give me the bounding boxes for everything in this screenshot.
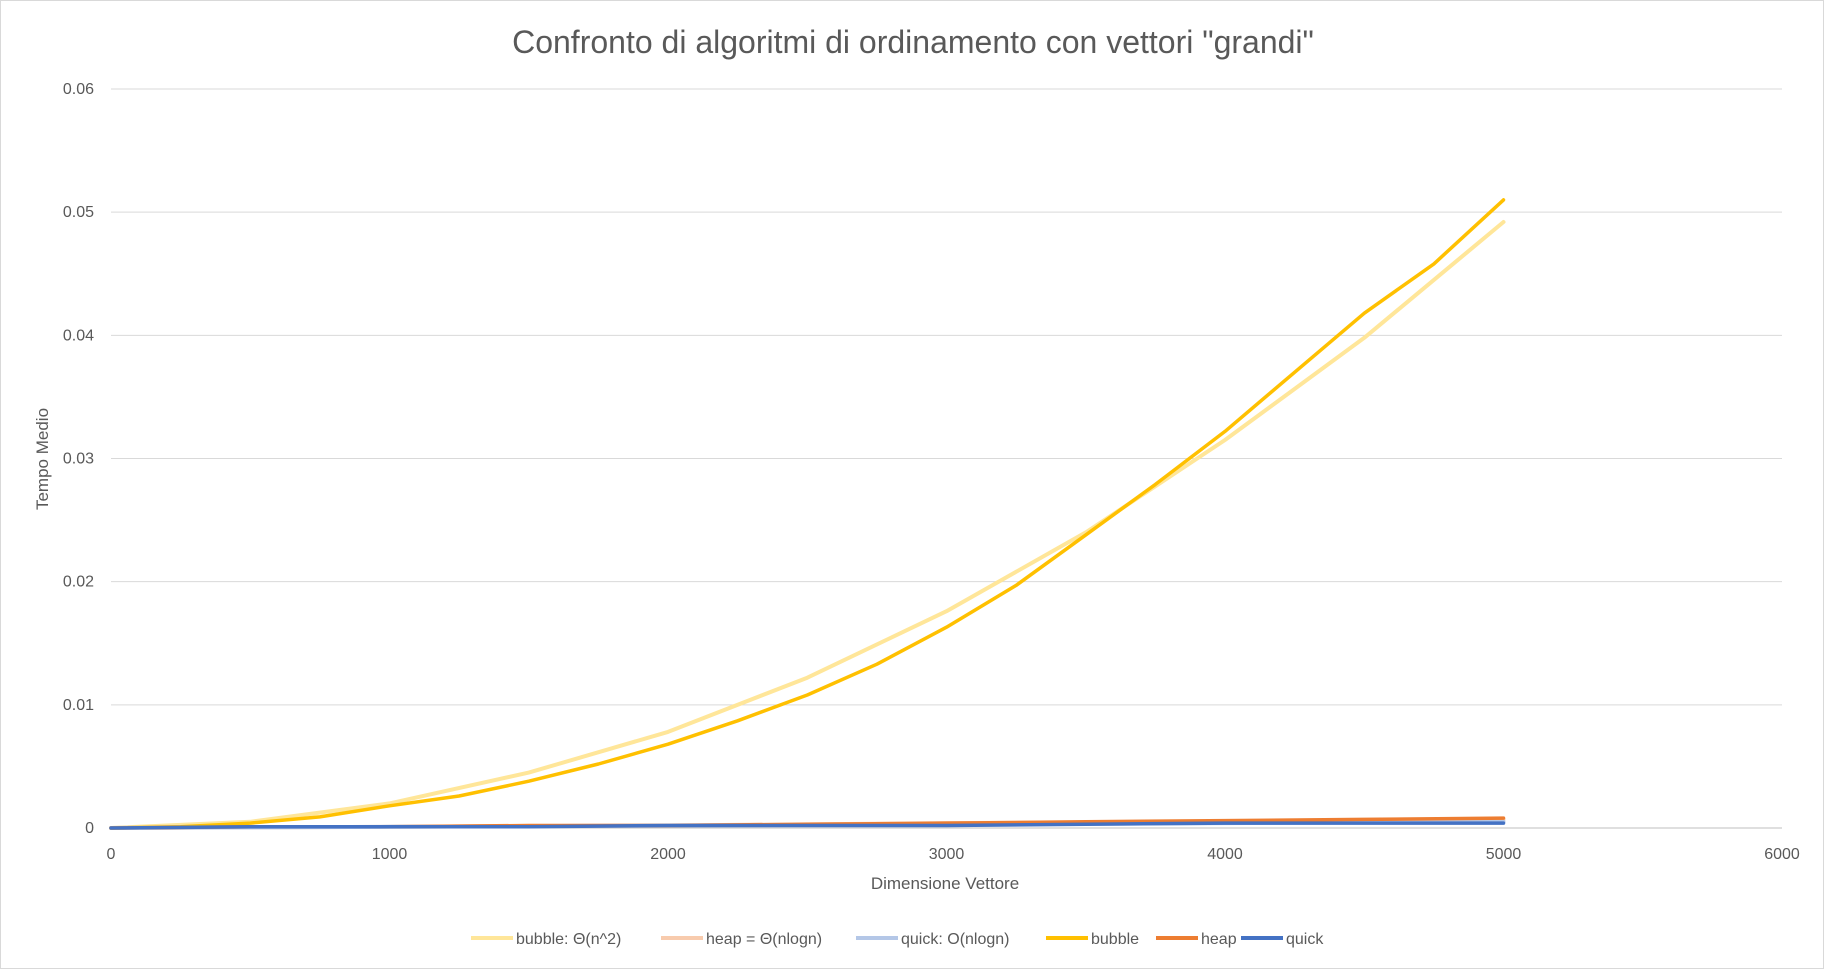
legend-label: quick: O(nlogn) [901, 931, 1010, 948]
y-tick-label: 0 [85, 820, 94, 837]
y-tick-label: 0.06 [63, 81, 94, 98]
x-tick-label: 2000 [650, 846, 686, 863]
x-tick-label: 0 [107, 846, 116, 863]
legend-label: bubble [1091, 931, 1139, 948]
y-tick-label: 0.04 [63, 327, 94, 344]
series-layer [109, 198, 1506, 830]
legend-item: heap = Θ(nlogn) [661, 931, 822, 948]
x-axis-title: Dimensione Vettore [871, 874, 1019, 893]
x-tick-labels: 0 1000 2000 3000 4000 5000 6000 [107, 846, 1800, 863]
legend: bubble: Θ(n^2) heap = Θ(nlogn) quick: O(nl… [471, 931, 1324, 948]
series-line-quick-data [109, 821, 1506, 830]
legend-label: heap = Θ(nlogn) [706, 931, 822, 948]
series-line-bubble-data [109, 198, 1506, 830]
y-tick-label: 0.01 [63, 697, 94, 714]
x-tick-label: 3000 [929, 846, 965, 863]
y-axis-title: Tempo Medio [33, 408, 52, 510]
legend-label: bubble: Θ(n^2) [516, 931, 621, 948]
y-tick-label: 0.03 [63, 451, 94, 468]
legend-item: bubble [1046, 931, 1139, 948]
y-tick-label: 0.05 [63, 204, 94, 221]
legend-label: heap [1201, 931, 1237, 948]
legend-item: quick: O(nlogn) [856, 931, 1010, 948]
x-tick-label: 4000 [1207, 846, 1243, 863]
y-tick-label: 0.02 [63, 574, 94, 591]
grid-layer [111, 88, 1782, 829]
x-tick-label: 5000 [1486, 846, 1522, 863]
legend-item: heap [1156, 931, 1237, 948]
y-tick-labels: 0 0.01 0.02 0.03 0.04 0.05 0.06 [63, 81, 94, 837]
x-tick-label: 1000 [372, 846, 408, 863]
chart-title: Confronto di algoritmi di ordinamento co… [512, 24, 1314, 60]
legend-item: quick [1241, 931, 1324, 948]
legend-item: bubble: Θ(n^2) [471, 931, 621, 948]
x-tick-label: 6000 [1764, 846, 1800, 863]
series-line-bubble-trend [109, 220, 1506, 830]
legend-label: quick [1286, 931, 1324, 948]
